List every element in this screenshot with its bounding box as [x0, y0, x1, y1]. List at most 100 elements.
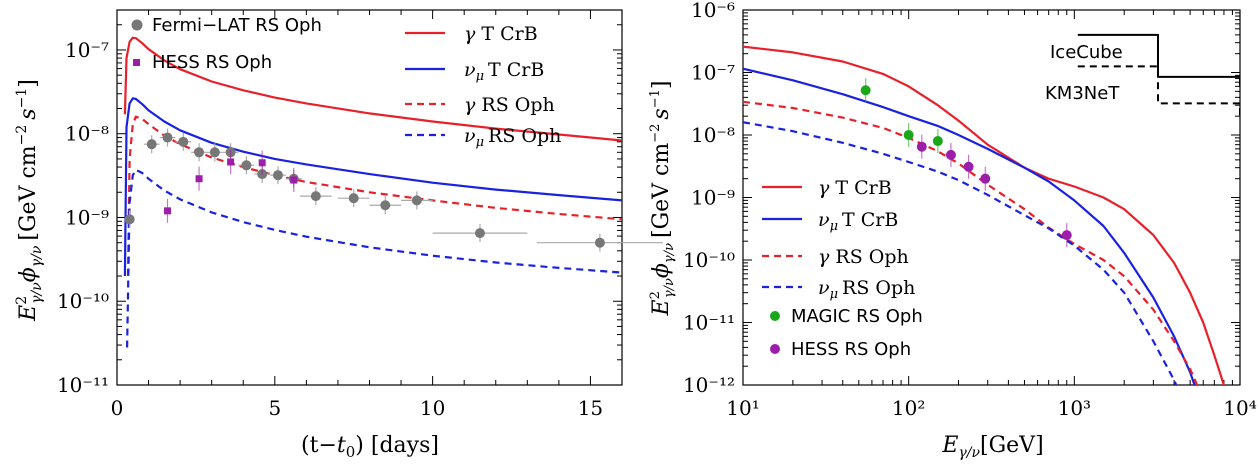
- left-xlabel-sub: 0: [346, 443, 356, 461]
- left-x-axis-label: (t−t0) [days]: [301, 433, 439, 461]
- left-point-fermi-lat-rs-oph: [194, 147, 205, 158]
- right-ytick-label: 10⁻⁹: [691, 186, 735, 210]
- left-point-fermi-lat-rs-oph: [474, 228, 485, 239]
- right-ytick-label: 10⁻¹²: [683, 373, 735, 397]
- r-legend-magic-marker: [770, 311, 780, 321]
- left-ylabel-phi: ϕ: [16, 267, 41, 282]
- legend-fermi-label: Fermi−LAT RS Oph: [152, 15, 322, 36]
- left-point-fermi-lat-rs-oph: [146, 139, 157, 150]
- right-series--t-crb: [743, 45, 1226, 385]
- left-xtick-label: 5: [268, 396, 281, 420]
- left-point-fermi-lat-rs-oph: [411, 195, 422, 206]
- right-series--rs-oph: [743, 100, 1199, 385]
- legend-gamma-tcrb: γ T CrB: [464, 23, 538, 45]
- km3net-label: KM3NeT: [1045, 83, 1120, 104]
- right-ytick-label: 10⁻⁶: [691, 0, 735, 22]
- left-ytick-label: 10⁻⁸: [65, 122, 109, 146]
- legend-nu-tcrb-sym: ν: [464, 59, 476, 81]
- left-point-fermi-lat-rs-oph: [178, 136, 189, 147]
- left-ytick-label: 10⁻⁹: [65, 205, 109, 229]
- right-series--t-crb: [743, 67, 1196, 385]
- right-ylabel-E: E: [649, 299, 674, 316]
- right-xtick-label: 10³: [1058, 396, 1091, 420]
- legend-nu-tcrb: νμ T CrB: [464, 59, 544, 84]
- left-point-hess-rs-oph: [290, 176, 298, 184]
- right-point-hess-rs-oph: [945, 149, 956, 160]
- legend-fermi-marker: [131, 19, 143, 31]
- r-legend-gamma-rsoph-sym: γ: [818, 246, 830, 268]
- legend-gamma-tcrb-text: T CrB: [481, 23, 537, 45]
- r-legend-nu-rsoph: νμ RS Oph: [818, 277, 915, 302]
- right-ytick-label: 10⁻¹¹: [683, 311, 735, 335]
- r-legend-nu-rsoph-sym: ν: [818, 277, 830, 299]
- right-point-magic-rs-oph: [903, 130, 914, 140]
- right-ylabel-s: s: [649, 108, 674, 119]
- r-legend-nu-tcrb-sym: ν: [818, 209, 830, 231]
- right-xtick-label: 10⁴: [1223, 396, 1256, 420]
- right-panel: 10⁻¹² 10⁻¹¹ 10⁻¹⁰ 10⁻⁹ 10⁻⁸ 10⁻⁷ 10⁻⁶ 10¹ 10² 10³…: [648, 0, 1257, 461]
- r-legend-nu-tcrb: νμ T CrB: [818, 209, 898, 234]
- right-series-km3net: [1077, 65, 1240, 117]
- left-ylabel-s: s: [16, 108, 41, 119]
- right-xlabel-sub: γ/ν: [958, 445, 980, 461]
- legend-nu-rsoph: νμ RS Oph: [464, 125, 561, 150]
- right-ylabel-unit: [GeV cm: [649, 143, 674, 238]
- right-ylabel-exp1: −2: [648, 124, 663, 143]
- legend-hess-label: HESS RS Oph: [152, 52, 272, 73]
- left-series--rs-oph: [126, 168, 622, 348]
- legend-nu-tcrb-sub: μ: [476, 69, 484, 84]
- r-legend-gamma-rsoph-text: RS Oph: [835, 246, 908, 268]
- right-xlabel-unit: [GeV]: [980, 433, 1044, 458]
- left-point-fermi-lat-rs-oph: [241, 160, 252, 171]
- left-ylabel-exp2: −1: [14, 88, 30, 109]
- r-legend-nu-tcrb-sub: μ: [830, 219, 838, 234]
- left-point-hess-rs-oph: [258, 159, 266, 167]
- legend-nu-rsoph-sym: ν: [464, 125, 476, 147]
- right-legend: γ T CrB νμ T CrB γ RS Oph νμ RS Oph MAGIC …: [762, 177, 923, 360]
- right-ytick-label: 10⁻¹⁰: [683, 248, 735, 272]
- right-ylabel-sub2: γ/ν: [662, 243, 677, 263]
- right-y-axis-label: E2γ/νϕγ/ν[GeV cm−2s−1]: [648, 81, 677, 317]
- left-ylabel-unit: [GeV cm: [16, 145, 41, 240]
- left-point-hess-rs-oph: [227, 158, 235, 166]
- right-point-magic-rs-oph: [860, 85, 871, 96]
- right-x-axis-label: Eγ/ν[GeV]: [941, 433, 1043, 461]
- r-legend-nu-rsoph-text: RS Oph: [842, 277, 915, 299]
- left-xlabel-t: t: [337, 433, 346, 458]
- right-point-hess-rs-oph: [1061, 230, 1072, 241]
- legend-nu-tcrb-text: T CrB: [488, 59, 544, 81]
- left-ytick-label: 10⁻¹¹: [57, 373, 109, 397]
- r-legend-hess-marker: [770, 344, 780, 354]
- left-ylabel-sub1: γ/ν: [29, 282, 45, 304]
- left-point-fermi-lat-rs-oph: [272, 170, 283, 181]
- icecube-label: IceCube: [1050, 42, 1123, 63]
- right-ylabel-sub1: γ/ν: [662, 278, 677, 298]
- left-series--rs-oph: [126, 115, 622, 277]
- left-series--t-crb: [123, 36, 622, 142]
- left-series--t-crb: [123, 97, 622, 277]
- legend-hess-marker: [133, 59, 140, 66]
- r-legend-magic-label: MAGIC RS Oph: [791, 306, 923, 327]
- left-ytick-label: 10⁻⁷: [65, 38, 109, 62]
- right-ylabel-phi: ϕ: [649, 263, 674, 278]
- right-point-hess-rs-oph: [980, 173, 991, 184]
- left-ylabel-sq: 2: [14, 296, 30, 305]
- left-xlabel-post: ) [days]: [355, 433, 439, 458]
- left-xtick-label: 15: [578, 396, 603, 420]
- right-point-hess-rs-oph: [916, 141, 927, 152]
- left-xlabel-pre: (t−: [301, 433, 337, 458]
- left-ylabel-E: E: [16, 305, 41, 322]
- left-point-fermi-lat-rs-oph: [380, 200, 391, 211]
- left-xtick-label: 10: [420, 396, 445, 420]
- left-ylabel-exp1: −2: [14, 125, 30, 146]
- right-ylabel-exp2: −1: [648, 89, 663, 108]
- left-point-fermi-lat-rs-oph: [348, 193, 359, 204]
- left-y-axis-label: E2γ/νϕγ/ν[GeV cm−2s−1]: [14, 79, 45, 322]
- legend-gamma-rsoph: γ RS Oph: [464, 94, 555, 116]
- left-panel: 10⁻¹¹ 10⁻¹⁰ 10⁻⁹ 10⁻⁸ 10⁻⁷ 0 5 10 15 Fermi−LAT R…: [14, 9, 664, 461]
- legend-nu-rsoph-sub: μ: [476, 135, 484, 150]
- legend-gamma-rsoph-sym: γ: [464, 94, 476, 116]
- left-point-fermi-lat-rs-oph: [594, 237, 605, 248]
- left-xtick-label: 0: [111, 396, 124, 420]
